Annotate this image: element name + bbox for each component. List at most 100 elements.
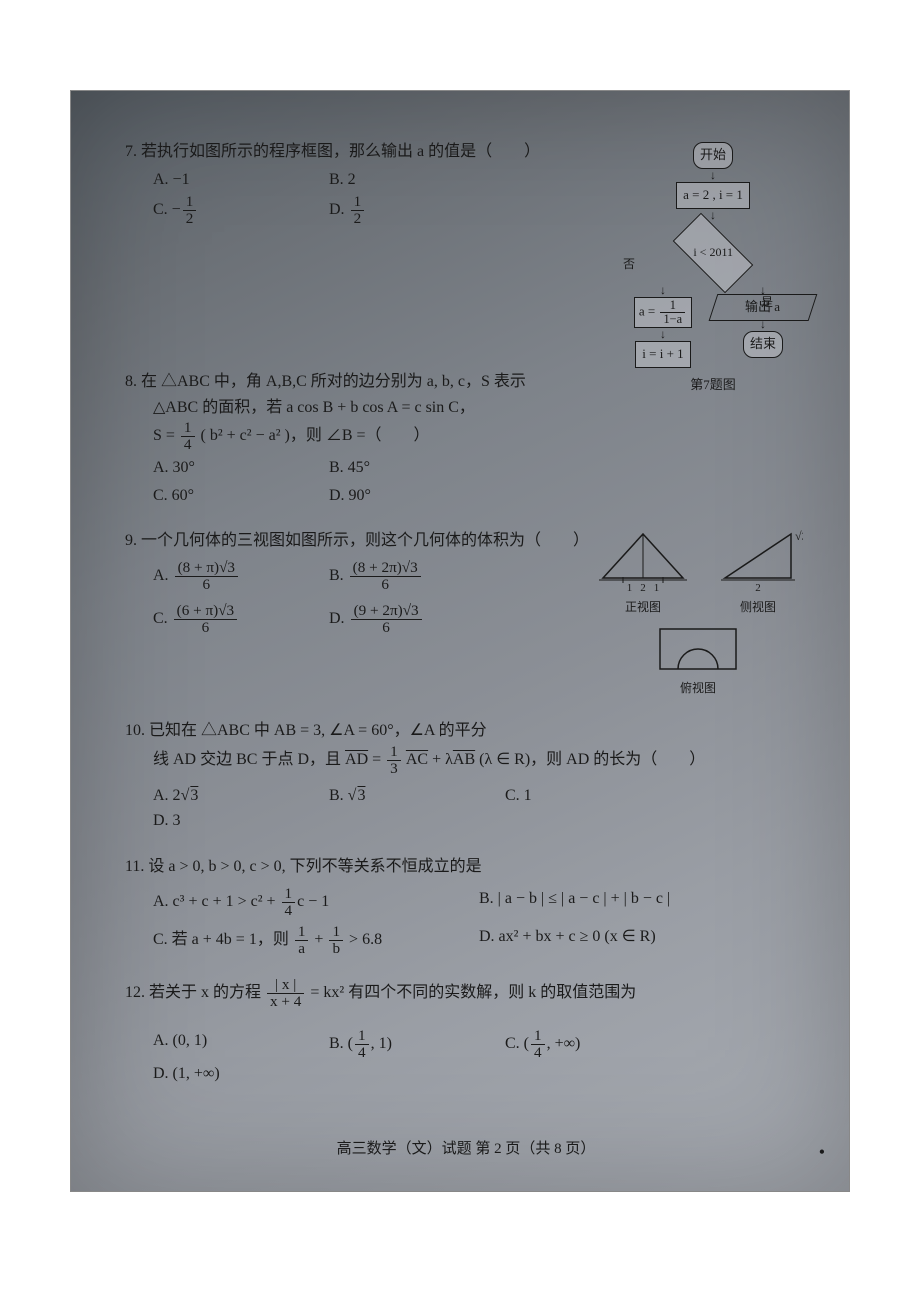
dim-1: 1 [627, 580, 633, 598]
fc-init: a = 2 , i = 1 [676, 182, 750, 209]
q8-l2: △ABC 的面积，若 a cos B + b cos A = c sin C， [153, 395, 807, 421]
q8-opts-row1: A. 30° B. 45° [153, 455, 807, 481]
fraction: 1a [293, 924, 311, 957]
frac-num: (9 + 2π)√3 [351, 603, 422, 620]
frac-num: (8 + π)√3 [175, 560, 238, 577]
q9-opt-d: D. (9 + 2π)√36 [329, 603, 449, 636]
q7-number: 7. [125, 143, 137, 160]
q8-l3: S = 14 ( b² + c² − a² )，则 ∠B =（ ） [153, 420, 807, 453]
q12-b-post: , 1) [371, 1035, 392, 1052]
fraction: (8 + 2π)√36 [348, 560, 423, 593]
dim-1b: 1 [654, 580, 660, 598]
q7-opt-b: B. 2 [329, 167, 449, 193]
frac-num: 1 [355, 1028, 369, 1045]
fraction: (9 + 2π)√36 [349, 603, 424, 636]
fc-decision: i < 2011 [673, 213, 754, 294]
side-view-svg: √3 [713, 528, 803, 586]
frac-den: 4 [531, 1045, 545, 1061]
frac-num: 1 [183, 194, 197, 211]
arrow-down-icon: ↓ [613, 172, 813, 179]
frac-den: 4 [355, 1045, 369, 1061]
q9-d-lbl: D. [329, 610, 345, 627]
plus-sign: + λ [428, 751, 453, 768]
fraction: 11−a [658, 299, 687, 326]
frac-num: 1 [181, 420, 195, 437]
dim-2: 2 [713, 580, 803, 598]
question-10: 10. 已知在 △ABC 中 AB = 3, ∠A = 60°，∠A 的平分 线… [125, 718, 807, 834]
frac-num: (6 + π)√3 [174, 603, 237, 620]
frac-den: b [329, 941, 343, 957]
dims-row: 1 2 1 [593, 580, 693, 598]
q8-opt-a: A. 30° [153, 455, 273, 481]
frac-den: 6 [351, 620, 422, 636]
side-view: √3 2 侧视图 [713, 528, 803, 617]
front-view-svg [593, 528, 693, 586]
frac-den: a [295, 941, 309, 957]
fraction: 14 [353, 1028, 371, 1061]
frac-den: 2 [183, 211, 197, 227]
q9-opt-a: A. (8 + π)√36 [153, 560, 273, 593]
q11-row2: C. 若 a + 4b = 1，则 1a + 1b > 6.8 D. ax² +… [153, 924, 807, 957]
q10-opt-a: A. 2√3 [153, 783, 273, 809]
frac-den: 6 [175, 577, 238, 593]
q10-b-lbl: B. [329, 787, 348, 804]
fc-end: 结束 [743, 331, 783, 358]
q7-opt-c-label: C. [153, 201, 168, 218]
q9-c-lbl: C. [153, 610, 168, 627]
q12-number: 12. [125, 985, 145, 1002]
sqrt-val: 3 [189, 787, 198, 804]
q9-opt-b: B. (8 + 2π)√36 [329, 560, 449, 593]
q11-c-post: > 6.8 [345, 932, 382, 949]
frac-num: 1 [295, 924, 309, 941]
fc-no-label: 否 [623, 255, 635, 274]
arrow-down-icon: ↓ [713, 321, 813, 328]
q11-c-pre: C. 若 a + 4b = 1，则 [153, 932, 293, 949]
q10-l1-text: 已知在 △ABC 中 AB = 3, ∠A = 60°，∠A 的平分 [149, 722, 487, 739]
frac-num: 1 [351, 194, 365, 211]
fraction: (6 + π)√36 [172, 603, 239, 636]
q8-opt-d: D. 90° [329, 483, 449, 509]
q8-opt-c: C. 60° [153, 483, 273, 509]
q9-number: 9. [125, 532, 137, 549]
fraction: 12 [181, 194, 199, 227]
q12-opt-b: B. (14, 1) [329, 1028, 449, 1061]
frac-den: 3 [387, 761, 401, 777]
frac-den: 6 [350, 577, 421, 593]
frac-den: 4 [181, 437, 195, 453]
q11-opt-b: B. | a − b | ≤ | a − c | + | b − c | [479, 886, 749, 919]
sqrt-val: 3 [356, 787, 365, 804]
q11-number: 11. [125, 858, 144, 875]
vec-ad: AD [345, 751, 368, 768]
frac-den: 2 [351, 211, 365, 227]
q10-l2-post: (λ ∈ R)，则 AD 的长为（ ） [479, 751, 705, 768]
fraction: 14 [179, 420, 197, 453]
q8-stem-line1: 8. 在 △ABC 中，角 A,B,C 所对的边分别为 a, b, c，S 表示 [125, 369, 807, 395]
fraction: 12 [349, 194, 367, 227]
q10-opts: A. 2√3 B. √3 C. 1 D. 3 [153, 783, 807, 834]
fraction: 14 [529, 1028, 547, 1061]
q7-opt-a: A. −1 [153, 167, 273, 193]
frac-den: x + 4 [267, 994, 304, 1010]
fraction: (8 + π)√36 [173, 560, 240, 593]
eq-sign: = [368, 751, 385, 768]
q10-number: 10. [125, 722, 145, 739]
plus-sign: + [310, 932, 327, 949]
q9-text: 一个几何体的三视图如图所示，则这个几何体的体积为（ ） [141, 532, 589, 549]
page-footer: 高三数学（文）试题 第 2 页（共 8 页） [125, 1137, 807, 1161]
q8-l3-pre: S = [153, 427, 175, 444]
q11-opt-c: C. 若 a + 4b = 1，则 1a + 1 b > 6.8 [153, 924, 423, 957]
q12-opt-c: C. (14, +∞) [505, 1028, 625, 1061]
q12-c-post: , +∞) [547, 1035, 581, 1052]
top-view-svg [648, 621, 748, 679]
fc-start: 开始 [693, 142, 733, 169]
vec-ac: AC [406, 751, 428, 768]
frac-den: 4 [282, 903, 296, 919]
q11-text: 设 a > 0, b > 0, c > 0, 下列不等关系不恒成立的是 [148, 858, 481, 875]
fc-output: 输出 a [709, 294, 818, 321]
q12-post: = kx² 有四个不同的实数解，则 k 的取值范围为 [310, 985, 636, 1002]
corner-dot-icon: • [819, 1138, 825, 1167]
q12-stem: 12. 若关于 x 的方程 | x |x + 4 = kx² 有四个不同的实数解… [125, 977, 807, 1010]
q10-a-lbl: A. 2 [153, 787, 181, 804]
frac-num: (8 + 2π)√3 [350, 560, 421, 577]
exam-page: 7. 若执行如图所示的程序框图，那么输出 a 的值是（ ） A. −1 B. 2… [70, 90, 850, 1192]
